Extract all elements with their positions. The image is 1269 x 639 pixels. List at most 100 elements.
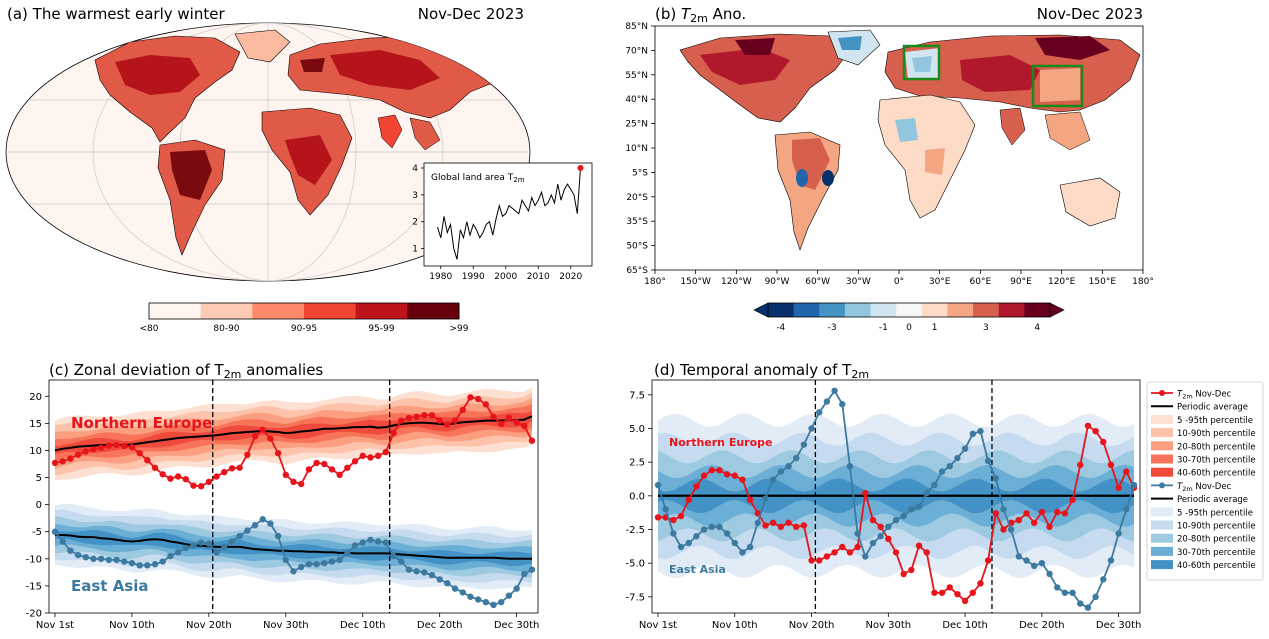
observed-point xyxy=(59,538,66,545)
observed-point xyxy=(1100,576,1107,583)
colorbar-a-swatch xyxy=(304,303,357,319)
x-tick-label: Nov 1st xyxy=(639,620,677,631)
observed-point xyxy=(297,480,305,488)
observed-point xyxy=(336,471,343,479)
observed-point xyxy=(700,526,708,533)
inset-frame xyxy=(423,162,593,267)
observed-point xyxy=(51,459,59,467)
observed-point xyxy=(297,563,305,571)
colorbar-b-swatch xyxy=(870,303,897,317)
y-tick-label: 5 xyxy=(36,473,42,484)
observed-point xyxy=(992,510,1000,517)
inset-y-axis: 1 2 3 4 xyxy=(412,164,424,255)
plot-d-axes: 7.5 5.0 2.5 0.0 -2.5 -5.0 -7.5 Nov 1st Nov 10th N… xyxy=(625,390,1141,631)
colorbar-a-swatch xyxy=(355,303,408,319)
observed-point xyxy=(244,527,251,534)
y-tick-label: 2.5 xyxy=(629,458,645,469)
observed-point xyxy=(251,522,259,529)
observed-point xyxy=(490,601,497,609)
observed-point xyxy=(915,503,923,510)
observed-point xyxy=(274,449,282,457)
observed-point xyxy=(800,441,808,448)
y-tick-label: 7.5 xyxy=(629,390,645,401)
legend-entry-observed: T2m Nov-Dec xyxy=(1151,390,1232,401)
observed-point xyxy=(823,553,831,560)
colorbar-b-swatch xyxy=(768,303,795,317)
map-b-lat-label: 85°N xyxy=(625,22,648,32)
label-east-asia-d: East Asia xyxy=(669,563,726,576)
observed-point xyxy=(746,496,754,504)
observed-point xyxy=(816,409,823,416)
observed-point xyxy=(946,462,953,470)
colorbar-a-swatch xyxy=(252,303,305,319)
map-b-lon-label: 90°W xyxy=(765,277,790,287)
observed-point xyxy=(877,533,884,540)
legend-band-swatch xyxy=(1151,533,1173,543)
observed-point xyxy=(413,413,420,421)
inset-x-tick-label: 1980 xyxy=(429,272,452,282)
map-b-lat-label: 70°N xyxy=(625,46,648,56)
legend-entry-percentile: 40-60th percentile xyxy=(1151,467,1256,479)
legend-entry-percentile: 20-80th percentile xyxy=(1151,533,1256,545)
map-b-lat-label: 55°N xyxy=(625,71,648,81)
observed-point xyxy=(197,483,205,490)
legend-label: 40-60th percentile xyxy=(1177,561,1256,571)
panel-b-colorbar: -4 -3 -1 0 1 3 4 xyxy=(753,302,1065,333)
observed-point xyxy=(1038,508,1046,516)
observed-point xyxy=(182,544,189,552)
map-b-lon-label: 30°W xyxy=(846,277,871,287)
colorbar-a-label: <80 xyxy=(140,324,159,334)
legend-label: Periodic average xyxy=(1177,403,1248,413)
observed-point xyxy=(677,543,685,551)
observed-point xyxy=(1077,461,1084,469)
panel-c: (c) Zonal deviation of T2m anomalies 20 1… xyxy=(26,361,540,631)
colorbar-b-label: 1 xyxy=(932,323,938,333)
observed-point xyxy=(390,552,397,560)
observed-point xyxy=(846,549,854,556)
observed-point xyxy=(205,478,213,486)
x-tick-label: Nov 30th xyxy=(865,620,911,631)
observed-point xyxy=(174,549,182,556)
legend-band-swatch xyxy=(1151,467,1173,477)
observed-point xyxy=(128,559,136,567)
observed-point xyxy=(923,489,930,497)
observed-point xyxy=(244,451,251,458)
observed-point xyxy=(731,472,738,479)
map-b-lon-label: 150°E xyxy=(1089,277,1117,287)
panel-b-title: (b) T2m Ano. xyxy=(655,5,746,25)
observed-point xyxy=(1046,570,1053,578)
observed-point xyxy=(251,433,259,440)
bands-east-asia xyxy=(55,503,532,590)
observed-point xyxy=(121,558,128,565)
map-b-lon-label: 60°W xyxy=(805,277,830,287)
plot-c-area xyxy=(51,380,536,613)
observed-point xyxy=(892,516,900,524)
observed-point xyxy=(869,516,877,524)
legend-label: 20-80th percentile xyxy=(1177,535,1256,545)
observed-point xyxy=(344,464,351,471)
observed-point xyxy=(467,394,474,401)
observed-point xyxy=(1077,600,1084,607)
observed-point xyxy=(693,533,700,540)
map-b-lat-label: 65°S xyxy=(626,266,648,276)
observed-point xyxy=(228,465,236,472)
observed-point xyxy=(654,514,662,521)
observed-point xyxy=(969,589,976,596)
observed-point xyxy=(739,549,746,556)
observed-point xyxy=(213,473,220,480)
plot-c-frame xyxy=(48,379,539,614)
observed-point xyxy=(885,523,892,531)
colorbar-b-label: 3 xyxy=(983,323,989,333)
observed-point xyxy=(90,555,97,563)
observed-point xyxy=(113,441,120,449)
observed-point xyxy=(351,458,359,465)
observed-point xyxy=(777,468,785,475)
colorbar-b-label: 4 xyxy=(1034,323,1040,333)
legend-entry-percentile: 10-90th percentile xyxy=(1151,520,1256,532)
legend-label: 30-70th percentile xyxy=(1177,456,1256,466)
observed-point xyxy=(670,516,677,524)
label-northern-europe-d: Northern Europe xyxy=(669,436,773,449)
map-b-lat-label: 50°S xyxy=(626,242,648,252)
legend-band-swatch xyxy=(1151,546,1173,556)
y-tick-label: 0.0 xyxy=(629,491,645,502)
